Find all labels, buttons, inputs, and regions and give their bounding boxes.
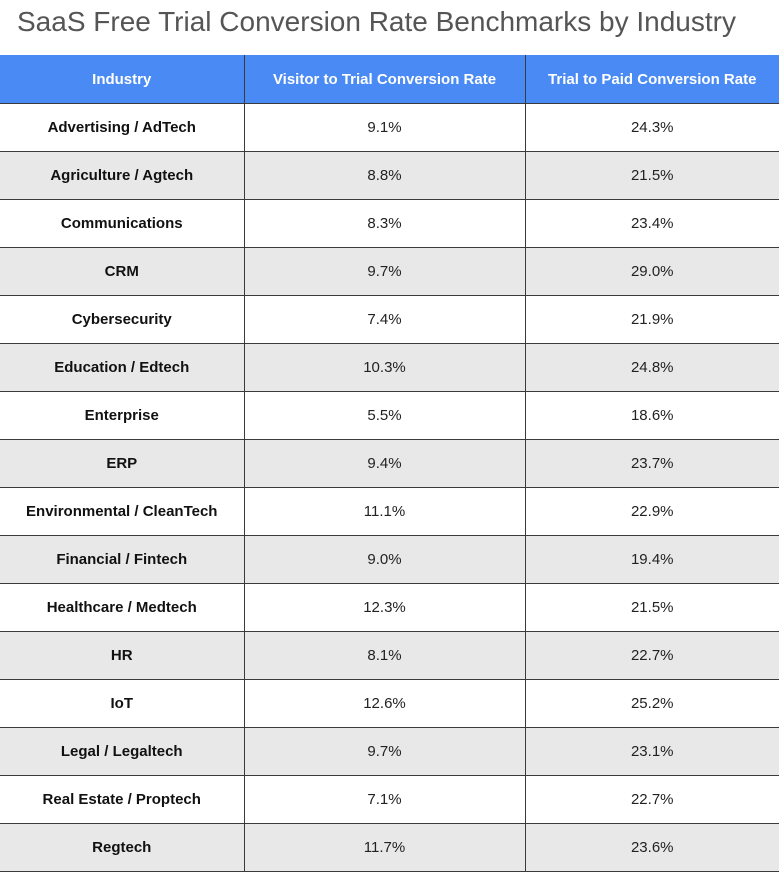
visitor-to-trial-cell: 7.1% [244, 775, 526, 824]
visitor-to-trial-cell: 12.3% [244, 583, 526, 632]
trial-to-paid-cell: 22.7% [525, 775, 779, 824]
industry-cell: Environmental / CleanTech [0, 487, 245, 536]
industry-cell: CRM [0, 247, 245, 296]
table-row: Real Estate / Proptech 7.1% 22.7% [0, 775, 779, 824]
visitor-to-trial-cell: 8.3% [244, 199, 526, 248]
industry-cell: Agriculture / Agtech [0, 151, 245, 200]
industry-cell: Education / Edtech [0, 343, 245, 392]
industry-cell: ERP [0, 439, 245, 488]
visitor-to-trial-cell: 7.4% [244, 295, 526, 344]
table-row: Advertising / AdTech 9.1% 24.3% [0, 103, 779, 152]
trial-to-paid-cell: 21.5% [525, 151, 779, 200]
table-row: CRM 9.7% 29.0% [0, 247, 779, 296]
trial-to-paid-cell: 25.2% [525, 679, 779, 728]
header-row: Industry Visitor to Trial Conversion Rat… [0, 55, 779, 104]
table-row: Financial / Fintech 9.0% 19.4% [0, 535, 779, 584]
industry-cell: Legal / Legaltech [0, 727, 245, 776]
industry-cell: IoT [0, 679, 245, 728]
industry-cell: Cybersecurity [0, 295, 245, 344]
column-header-industry: Industry [0, 55, 245, 104]
visitor-to-trial-cell: 11.7% [244, 823, 526, 872]
column-header-visitor-to-trial: Visitor to Trial Conversion Rate [244, 55, 526, 104]
visitor-to-trial-cell: 9.4% [244, 439, 526, 488]
table-title: SaaS Free Trial Conversion Rate Benchmar… [17, 6, 736, 37]
industry-cell: Regtech [0, 823, 245, 872]
table-row: IoT 12.6% 25.2% [0, 679, 779, 728]
trial-to-paid-cell: 21.5% [525, 583, 779, 632]
trial-to-paid-cell: 24.8% [525, 343, 779, 392]
visitor-to-trial-cell: 10.3% [244, 343, 526, 392]
trial-to-paid-cell: 19.4% [525, 535, 779, 584]
table-body: Advertising / AdTech 9.1% 24.3% Agriculture… [0, 103, 779, 872]
industry-cell: Enterprise [0, 391, 245, 440]
visitor-to-trial-cell: 12.6% [244, 679, 526, 728]
industry-cell: HR [0, 631, 245, 680]
table-row: Education / Edtech 10.3% 24.8% [0, 343, 779, 392]
industry-cell: Financial / Fintech [0, 535, 245, 584]
visitor-to-trial-cell: 9.7% [244, 727, 526, 776]
table-row: Regtech 11.7% 23.6% [0, 823, 779, 872]
trial-to-paid-cell: 24.3% [525, 103, 779, 152]
table-row: Communications 8.3% 23.4% [0, 199, 779, 248]
trial-to-paid-cell: 29.0% [525, 247, 779, 296]
table-row: Agriculture / Agtech 8.8% 21.5% [0, 151, 779, 200]
table-row: Legal / Legaltech 9.7% 23.1% [0, 727, 779, 776]
table-row: Cybersecurity 7.4% 21.9% [0, 295, 779, 344]
industry-cell: Communications [0, 199, 245, 248]
table-row: HR 8.1% 22.7% [0, 631, 779, 680]
trial-to-paid-cell: 21.9% [525, 295, 779, 344]
visitor-to-trial-cell: 8.1% [244, 631, 526, 680]
trial-to-paid-cell: 22.7% [525, 631, 779, 680]
visitor-to-trial-cell: 8.8% [244, 151, 526, 200]
benchmark-table: Industry Visitor to Trial Conversion Rat… [0, 55, 779, 872]
industry-cell: Healthcare / Medtech [0, 583, 245, 632]
table-row: Healthcare / Medtech 12.3% 21.5% [0, 583, 779, 632]
visitor-to-trial-cell: 9.0% [244, 535, 526, 584]
industry-cell: Advertising / AdTech [0, 103, 245, 152]
table-row: Environmental / CleanTech 11.1% 22.9% [0, 487, 779, 536]
table-row: Enterprise 5.5% 18.6% [0, 391, 779, 440]
table-row: ERP 9.4% 23.7% [0, 439, 779, 488]
trial-to-paid-cell: 23.7% [525, 439, 779, 488]
column-header-trial-to-paid: Trial to Paid Conversion Rate [525, 55, 779, 104]
trial-to-paid-cell: 23.6% [525, 823, 779, 872]
visitor-to-trial-cell: 5.5% [244, 391, 526, 440]
trial-to-paid-cell: 22.9% [525, 487, 779, 536]
trial-to-paid-cell: 18.6% [525, 391, 779, 440]
visitor-to-trial-cell: 9.1% [244, 103, 526, 152]
visitor-to-trial-cell: 9.7% [244, 247, 526, 296]
industry-cell: Real Estate / Proptech [0, 775, 245, 824]
trial-to-paid-cell: 23.4% [525, 199, 779, 248]
trial-to-paid-cell: 23.1% [525, 727, 779, 776]
visitor-to-trial-cell: 11.1% [244, 487, 526, 536]
